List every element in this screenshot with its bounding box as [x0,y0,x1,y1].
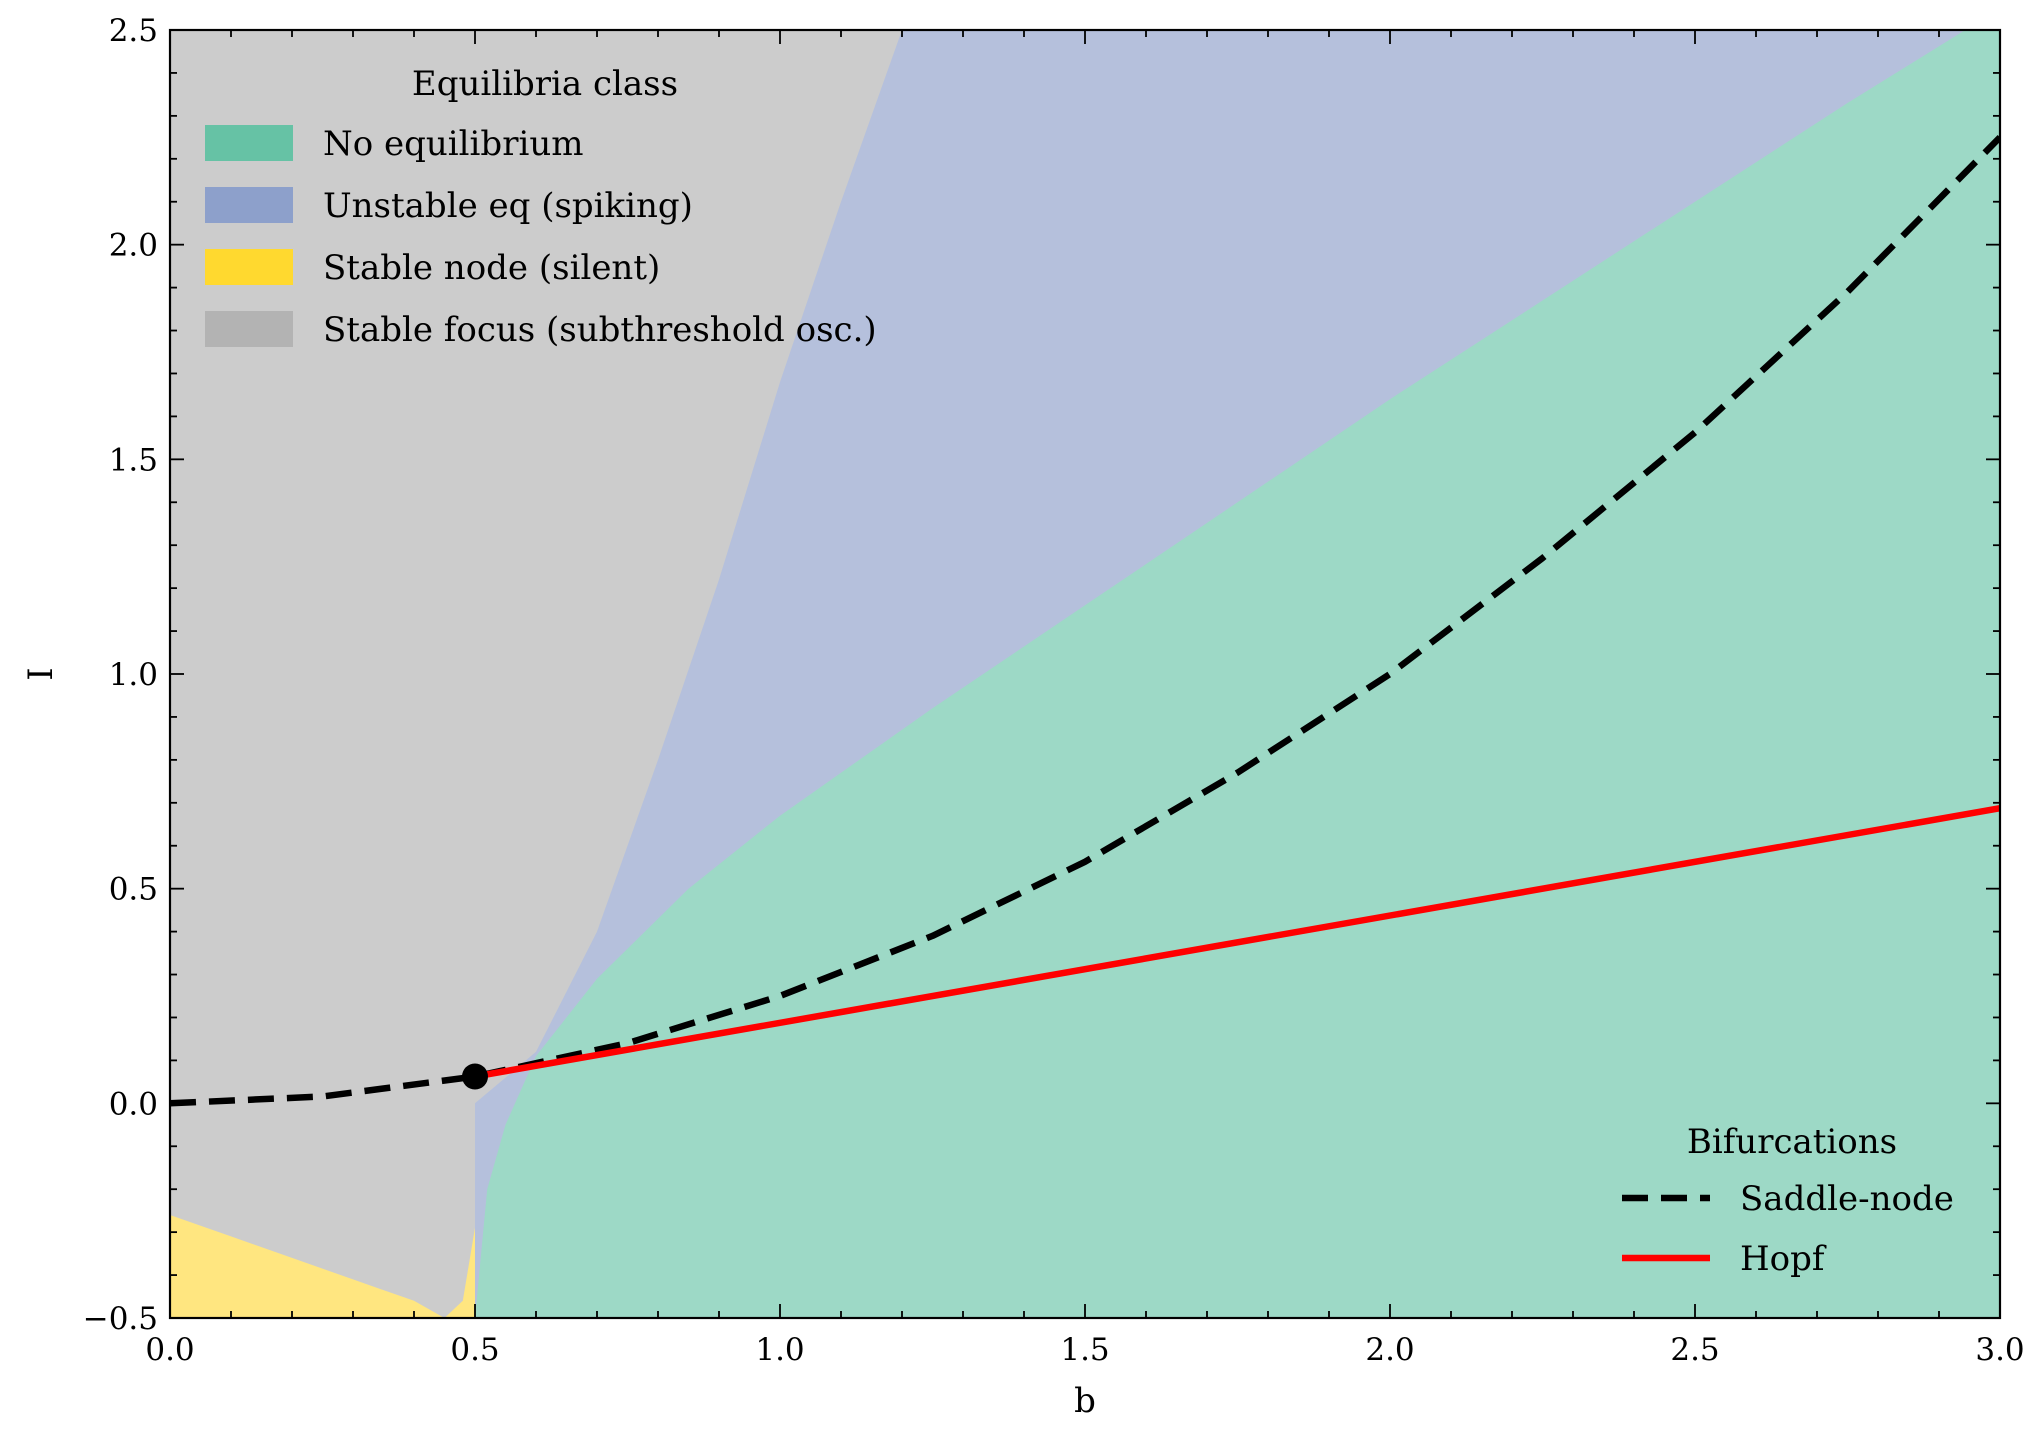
axis-tick-labels: 0.0 0.5 1.0 1.5 2.0 2.5 3.0−0.50.00.51.01.52.0… [83,13,2025,1368]
region-stable-node [170,1215,475,1318]
x-tick-label: 3.0 [1975,1332,2024,1368]
y-tick-label: 1.5 [109,442,158,478]
legend-entry-label: No equilibrium [323,124,583,164]
legend-bifurcations-title: Bifurcations [1687,1122,1897,1162]
codimension-point-marker [462,1063,488,1090]
series-layer [170,135,2000,1107]
legend-swatch [205,249,293,285]
x-tick-label: 2.0 [1365,1332,1414,1368]
legend-swatch [205,187,293,223]
legend-bifurcations: Bifurcations Saddle-node Hopf [1622,1122,1954,1279]
region-no-equilibrium [475,30,2000,1318]
legend-entry-label: Stable node (silent) [323,248,660,288]
legend-entry-label: Unstable eq (spiking) [323,186,693,226]
y-tick-label: 2.5 [109,13,158,49]
series-hopf [474,804,2000,1080]
plot-area [170,30,2000,1318]
y-tick-label: 0.0 [109,1086,158,1122]
x-tick-label: 2.5 [1670,1332,1719,1368]
axis-ticks [169,29,2001,1319]
legend-swatch [205,125,293,161]
series-saddle-node [170,135,2000,1107]
x-tick-label: 0.0 [145,1332,194,1368]
y-tick-label: −0.5 [83,1301,158,1337]
y-tick-label: 0.5 [109,872,158,908]
x-axis-label: b [1074,1381,1096,1421]
legend-equilibria-title: Equilibria class [412,64,678,104]
legend-entry-label: Stable focus (subthreshold osc.) [323,310,877,350]
legend-entry-label: Hopf [1740,1239,1827,1279]
x-tick-label: 1.5 [1060,1332,1109,1368]
y-tick-label: 2.0 [109,228,158,264]
y-tick-label: 1.0 [109,657,158,693]
x-tick-label: 0.5 [450,1332,499,1368]
y-axis-label: I [21,667,61,680]
legend-swatch [205,311,293,347]
legend-entry-label: Saddle-node [1740,1179,1954,1219]
x-tick-label: 1.0 [755,1332,804,1368]
legend-equilibria: Equilibria class No equilibrium Unstable … [205,64,877,350]
